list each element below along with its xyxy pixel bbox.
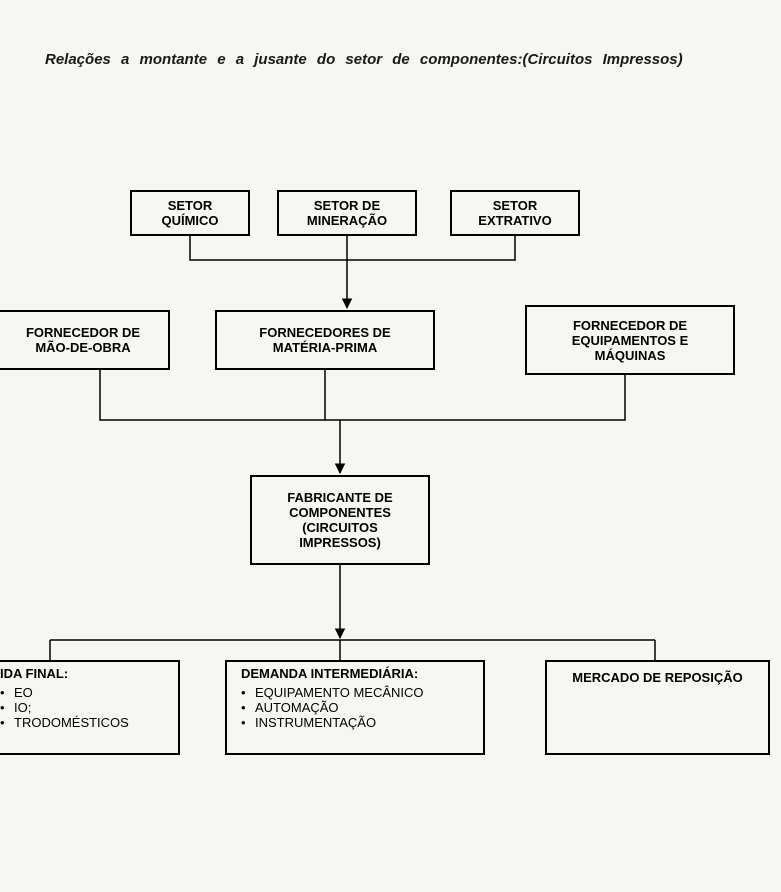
node-mercado-reposicao: MERCADO DE REPOSIÇÃO bbox=[545, 660, 770, 755]
item-text: INSTRUMENTAÇÃO bbox=[255, 715, 376, 730]
node-setor-quimico: SETOR QUÍMICO bbox=[130, 190, 250, 236]
node-text: QUÍMICO bbox=[161, 213, 218, 228]
node-text: FORNECEDOR DE bbox=[26, 325, 140, 340]
item-text: AUTOMAÇÃO bbox=[255, 700, 339, 715]
node-items: EO IO; TRODOMÉSTICOS bbox=[0, 685, 129, 730]
node-text: COMPONENTES bbox=[289, 505, 391, 520]
node-text: EQUIPAMENTOS E bbox=[572, 333, 689, 348]
node-text: SETOR bbox=[493, 198, 538, 213]
item-text: EO bbox=[14, 685, 33, 700]
list-item: TRODOMÉSTICOS bbox=[0, 715, 129, 730]
node-text: (CIRCUITOS bbox=[302, 520, 378, 535]
node-text: MÃO-DE-OBRA bbox=[35, 340, 130, 355]
node-header: IDA FINAL: bbox=[0, 666, 68, 681]
node-fabricante-componentes: FABRICANTE DE COMPONENTES (CIRCUITOS IMP… bbox=[250, 475, 430, 565]
page-title: Relações a montante e a jusante do setor… bbox=[45, 45, 725, 75]
list-item: EQUIPAMENTO MECÂNICO bbox=[241, 685, 424, 700]
list-item: INSTRUMENTAÇÃO bbox=[241, 715, 424, 730]
node-demanda-final: IDA FINAL: EO IO; TRODOMÉSTICOS bbox=[0, 660, 180, 755]
node-text: IMPRESSOS) bbox=[299, 535, 381, 550]
node-items: EQUIPAMENTO MECÂNICO AUTOMAÇÃO INSTRUMEN… bbox=[241, 685, 424, 730]
node-header: DEMANDA INTERMEDIÁRIA: bbox=[241, 666, 418, 681]
node-fornecedor-mao-de-obra: FORNECEDOR DE MÃO-DE-OBRA bbox=[0, 310, 170, 370]
node-text: EXTRATIVO bbox=[478, 213, 551, 228]
list-item: EO bbox=[0, 685, 129, 700]
node-fornecedor-equipamentos: FORNECEDOR DE EQUIPAMENTOS E MÁQUINAS bbox=[525, 305, 735, 375]
item-text: TRODOMÉSTICOS bbox=[14, 715, 129, 730]
node-demanda-intermediaria: DEMANDA INTERMEDIÁRIA: EQUIPAMENTO MECÂN… bbox=[225, 660, 485, 755]
flow-connectors bbox=[0, 0, 781, 892]
node-setor-mineracao: SETOR DE MINERAÇÃO bbox=[277, 190, 417, 236]
page: Relações a montante e a jusante do setor… bbox=[0, 0, 781, 892]
node-text: MINERAÇÃO bbox=[307, 213, 387, 228]
node-setor-extrativo: SETOR EXTRATIVO bbox=[450, 190, 580, 236]
item-text: IO; bbox=[14, 700, 31, 715]
node-text: FORNECEDORES DE bbox=[259, 325, 390, 340]
node-text: SETOR DE bbox=[314, 198, 380, 213]
node-text: FABRICANTE DE bbox=[287, 490, 392, 505]
node-text: SETOR bbox=[168, 198, 213, 213]
node-text: MERCADO DE REPOSIÇÃO bbox=[572, 670, 742, 685]
node-text: MÁQUINAS bbox=[595, 348, 666, 363]
list-item: IO; bbox=[0, 700, 129, 715]
node-text: FORNECEDOR DE bbox=[573, 318, 687, 333]
list-item: AUTOMAÇÃO bbox=[241, 700, 424, 715]
item-text: EQUIPAMENTO MECÂNICO bbox=[255, 685, 424, 700]
node-text: MATÉRIA-PRIMA bbox=[273, 340, 377, 355]
node-fornecedores-materia-prima: FORNECEDORES DE MATÉRIA-PRIMA bbox=[215, 310, 435, 370]
